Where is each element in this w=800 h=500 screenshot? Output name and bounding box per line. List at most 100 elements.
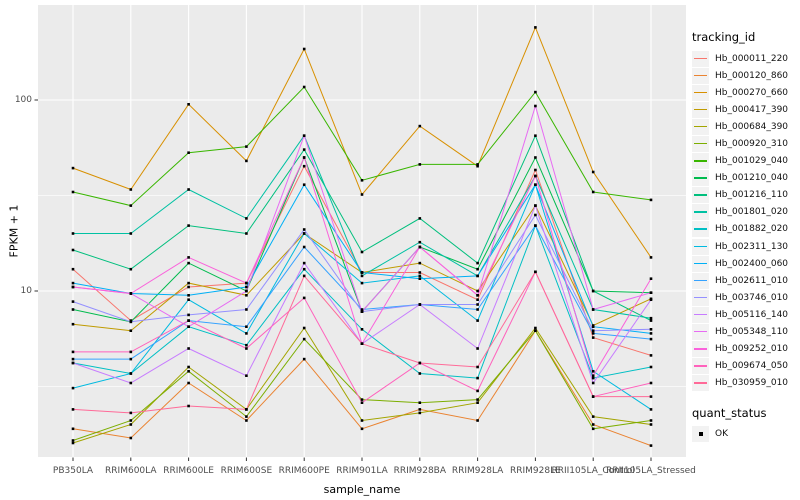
data-point bbox=[71, 439, 75, 442]
data-point bbox=[129, 411, 133, 415]
data-point bbox=[302, 267, 306, 271]
data-point bbox=[591, 415, 595, 418]
legend-entry-label: Hb_000684_390 bbox=[715, 121, 789, 132]
legend-key-line bbox=[694, 331, 707, 333]
data-point bbox=[187, 370, 190, 373]
data-point bbox=[245, 347, 248, 350]
data-point bbox=[71, 232, 75, 235]
data-point bbox=[649, 365, 653, 369]
legend-key bbox=[692, 358, 709, 375]
data-point bbox=[476, 294, 479, 297]
x-tick-label: RRIM600PE bbox=[278, 466, 330, 476]
data-point bbox=[534, 26, 537, 29]
data-point bbox=[71, 441, 75, 445]
data-point bbox=[591, 374, 595, 377]
legend: tracking_id Hb_000011_220 Hb_000120_860 Hb… bbox=[692, 30, 800, 443]
legend-entry-label: Hb_002400_060 bbox=[715, 258, 789, 269]
data-point bbox=[71, 350, 75, 354]
legend-entry: Hb_005116_140 bbox=[692, 306, 800, 323]
y-tick-label: 100 bbox=[14, 94, 32, 105]
legend-key-line bbox=[694, 91, 707, 94]
legend-entry: Hb_000011_220 bbox=[692, 50, 800, 67]
data-point bbox=[245, 281, 248, 285]
data-point bbox=[476, 308, 479, 311]
data-point bbox=[534, 90, 537, 94]
data-point bbox=[187, 381, 190, 385]
data-point bbox=[418, 240, 422, 244]
data-point bbox=[129, 419, 133, 422]
legend-entry-label: Hb_009674_050 bbox=[715, 361, 789, 372]
data-point bbox=[71, 281, 75, 285]
legend-entry: Hb_030959_010 bbox=[692, 375, 800, 392]
data-point bbox=[418, 261, 422, 265]
legend-entry-label: Hb_000270_660 bbox=[715, 87, 789, 98]
data-point bbox=[476, 319, 479, 322]
data-point bbox=[71, 300, 75, 303]
data-point bbox=[360, 179, 364, 182]
data-point bbox=[187, 347, 190, 350]
legend-key bbox=[692, 375, 709, 392]
data-point bbox=[360, 274, 364, 278]
legend-key bbox=[692, 255, 709, 272]
data-point bbox=[534, 174, 537, 178]
data-point bbox=[71, 361, 75, 365]
data-point bbox=[245, 217, 248, 220]
data-point bbox=[591, 376, 595, 380]
x-tick-label: RRIM600SE bbox=[220, 466, 273, 476]
legend-key bbox=[692, 289, 709, 306]
data-point bbox=[418, 245, 422, 249]
data-point bbox=[245, 145, 248, 148]
legend-key-line bbox=[694, 313, 707, 316]
legend-entry: Hb_001216_110 bbox=[692, 187, 800, 204]
legend-key-line bbox=[694, 262, 707, 265]
data-point bbox=[476, 164, 479, 168]
data-point bbox=[418, 277, 422, 280]
legend-entry-label: Hb_001210_040 bbox=[715, 173, 789, 184]
data-point bbox=[591, 381, 595, 385]
legend-entry: Hb_002311_130 bbox=[692, 238, 800, 255]
data-point bbox=[649, 277, 653, 280]
data-point bbox=[302, 85, 306, 89]
legend-key bbox=[692, 324, 709, 341]
data-point bbox=[476, 347, 479, 350]
legend-entry: Hb_000120_860 bbox=[692, 67, 800, 84]
legend-key-line bbox=[694, 365, 707, 367]
data-point bbox=[649, 298, 653, 301]
legend-entry-label: Hb_000120_860 bbox=[715, 70, 789, 81]
data-point bbox=[476, 419, 479, 422]
legend-title-tracking-id: tracking_id bbox=[692, 30, 756, 44]
data-point bbox=[534, 134, 537, 137]
data-point bbox=[360, 271, 364, 274]
data-point bbox=[476, 261, 479, 265]
legend-key bbox=[692, 118, 709, 135]
legend-key-line bbox=[694, 348, 707, 350]
data-point bbox=[591, 370, 595, 373]
quant-ok-key bbox=[692, 426, 709, 443]
data-point bbox=[187, 325, 190, 328]
data-point bbox=[649, 319, 653, 322]
data-point bbox=[649, 408, 653, 411]
data-point bbox=[71, 267, 75, 271]
data-point bbox=[534, 104, 537, 108]
data-point bbox=[476, 163, 479, 166]
data-point bbox=[591, 332, 595, 335]
data-point bbox=[187, 151, 190, 154]
data-point bbox=[591, 336, 595, 339]
legend-key-line bbox=[694, 211, 707, 213]
data-point bbox=[302, 261, 306, 265]
data-point bbox=[187, 404, 190, 408]
legend-entry-label: Hb_001801_020 bbox=[715, 207, 789, 218]
data-point bbox=[649, 316, 653, 320]
data-point bbox=[187, 224, 190, 227]
quant-ok-label: OK bbox=[715, 429, 728, 440]
data-point bbox=[418, 303, 422, 306]
data-point bbox=[534, 326, 537, 330]
data-point bbox=[418, 372, 422, 375]
data-point bbox=[476, 376, 479, 380]
data-point bbox=[302, 134, 306, 137]
legend-key bbox=[692, 306, 709, 323]
legend-key bbox=[692, 187, 709, 204]
data-point bbox=[302, 274, 306, 278]
